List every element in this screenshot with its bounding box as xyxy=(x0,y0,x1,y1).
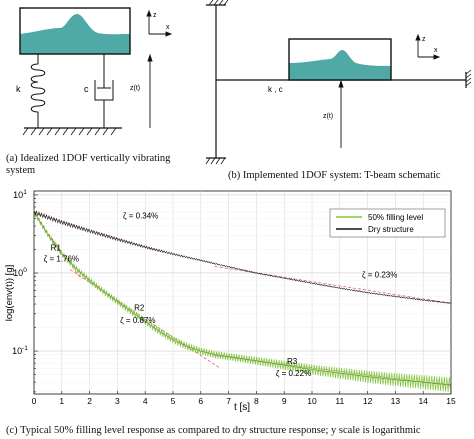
caption-a: (a) Idealized 1DOF vertically vibrating … xyxy=(6,153,171,176)
axis-x-label-a: x xyxy=(166,24,170,31)
x-tick-label: 6 xyxy=(198,396,203,406)
series-lines xyxy=(33,209,452,393)
damper-label: c xyxy=(84,84,89,94)
chart-annotation: ζ = 0.87% xyxy=(120,316,155,325)
legend-label-dry: Dry structure xyxy=(368,225,414,234)
chart-annotation: R1 xyxy=(51,243,62,252)
chart-annotation: ζ = 0.23% xyxy=(362,270,397,279)
diagram-b: z x k , c z(t) xyxy=(205,0,472,165)
ground-b-top xyxy=(206,0,229,6)
x-tick-label: 7 xyxy=(226,396,231,406)
chart-annotation: ζ = 0.22% xyxy=(276,369,311,378)
damper xyxy=(94,54,114,128)
x-tick-label: 9 xyxy=(282,396,287,406)
y-tick-label: 10-1 xyxy=(12,345,28,356)
chart-annotation: R2 xyxy=(134,304,145,313)
x-tick-label: 13 xyxy=(391,396,401,406)
tank-liquid-b xyxy=(289,50,391,80)
spring-label: k xyxy=(16,84,21,94)
x-tick-label: 15 xyxy=(446,396,456,406)
caption-c: (c) Typical 50% filling level response a… xyxy=(6,425,421,436)
legend: 50% filling level Dry structure xyxy=(329,208,446,238)
x-tick-label: 11 xyxy=(335,396,344,406)
ground-a xyxy=(22,127,122,136)
x-axis-label: t [s] xyxy=(234,402,250,413)
chart-annotation: ζ = 1.76% xyxy=(44,255,79,264)
chart-annotations: ζ = 0.34% ζ = 0.23% R1 ζ = 1.76% R2 ζ = 0.87%… xyxy=(44,211,398,378)
caption-b: (b) Implemented 1DOF system: T-beam sche… xyxy=(228,170,441,181)
series-filling-mean xyxy=(33,212,452,386)
chart-annotation: R3 xyxy=(287,357,298,366)
legend-box xyxy=(329,208,446,238)
displacement-arrow-b xyxy=(338,79,344,148)
ground-b-bottom xyxy=(205,157,226,165)
y-tick-label: 101 xyxy=(13,189,27,200)
axis-arrows-b xyxy=(415,33,441,60)
chart-annotation: ζ = 0.34% xyxy=(123,211,158,220)
x-tick-label: 1 xyxy=(59,396,64,406)
x-tick-label: 5 xyxy=(171,396,176,406)
x-tick-label: 14 xyxy=(418,396,428,406)
axis-z-label-b: z xyxy=(422,36,426,43)
legend-label-filling: 50% filling level xyxy=(368,213,423,222)
tank-b xyxy=(288,38,392,81)
beam-label: k , c xyxy=(268,85,283,94)
fit-line xyxy=(33,213,82,280)
x-tick-label: 10 xyxy=(307,396,317,406)
x-tick-label: 2 xyxy=(87,396,92,406)
x-tick-label: 12 xyxy=(363,396,373,406)
x-tick-label: 3 xyxy=(115,396,120,406)
grid xyxy=(34,191,451,394)
x-tick-label: 4 xyxy=(143,396,148,406)
spring xyxy=(30,54,46,128)
schematic-diagrams: z x k c z(t) xyxy=(16,0,472,165)
displacement-label-a: z(t) xyxy=(130,85,140,92)
displacement-arrow-a xyxy=(147,53,153,128)
y-tick-label: 100 xyxy=(13,267,27,278)
y-axis-label: log(env(t)) [g] xyxy=(4,265,15,322)
axis-x-label-b: x xyxy=(434,47,438,54)
displacement-label-b: z(t) xyxy=(323,113,333,120)
x-tick-label: 8 xyxy=(254,396,259,406)
x-tick-label: 0 xyxy=(32,396,37,406)
axis-arrows-a xyxy=(146,9,173,37)
support-b-right xyxy=(465,69,472,88)
axis-z-label-a: z xyxy=(153,12,157,19)
diagram-a: z x k c z(t) xyxy=(16,7,173,136)
tank-liquid-a xyxy=(20,14,130,54)
tank-a xyxy=(19,7,131,55)
series-dry-line xyxy=(33,210,451,304)
